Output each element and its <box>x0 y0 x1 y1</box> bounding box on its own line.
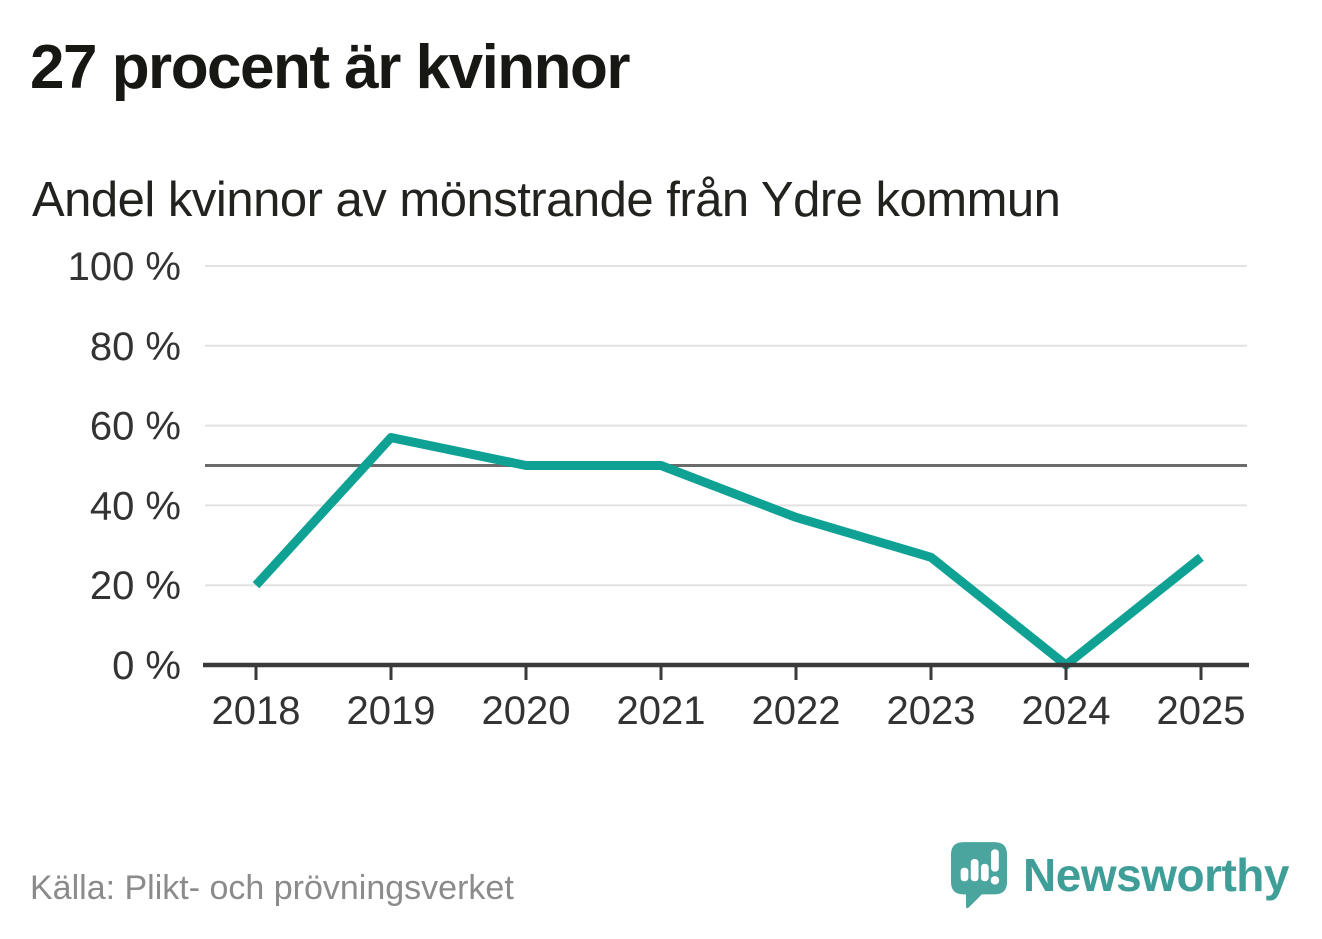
x-tick-label: 2021 <box>617 689 706 733</box>
x-tick-label: 2020 <box>482 689 571 733</box>
newsworthy-wordmark: Newsworthy <box>1023 849 1289 901</box>
x-tick-label: 2019 <box>347 689 436 733</box>
y-tick-label: 40 % <box>90 484 181 528</box>
line-chart: 2018 2019 2020 2021 2022 2023 2024 2025 0 % 20 % 4… <box>68 245 1249 733</box>
y-tick-label: 20 % <box>90 564 181 608</box>
x-tick-label: 2025 <box>1157 689 1246 733</box>
logo-exclamation-bar <box>991 849 999 872</box>
x-tick-label: 2023 <box>887 689 976 733</box>
newsworthy-icon <box>951 842 1008 909</box>
newsworthy-logo[interactable]: Newsworthy <box>950 841 1289 909</box>
y-tick-label: 80 % <box>90 325 181 369</box>
logo-exclamation-dot <box>990 876 1000 885</box>
y-tick-label: 0 % <box>112 644 181 688</box>
y-tick-label: 60 % <box>90 405 181 449</box>
data-line-andel-kvinnor <box>252 433 1204 670</box>
logo-bar-1 <box>960 867 969 882</box>
logo-bar-3 <box>980 863 989 882</box>
source-note: Källa: Plikt- och prövningsverket <box>30 869 514 907</box>
logo-bar-2 <box>970 859 979 882</box>
x-tick-label: 2018 <box>212 689 301 733</box>
y-tick-label: 100 % <box>68 245 181 289</box>
x-tick-label: 2022 <box>752 689 841 733</box>
x-tick-label: 2024 <box>1022 689 1111 733</box>
page-title: 27 procent är kvinnor <box>30 33 631 102</box>
chart-subtitle: Andel kvinnor av mönstrande från Ydre ko… <box>32 173 1061 227</box>
